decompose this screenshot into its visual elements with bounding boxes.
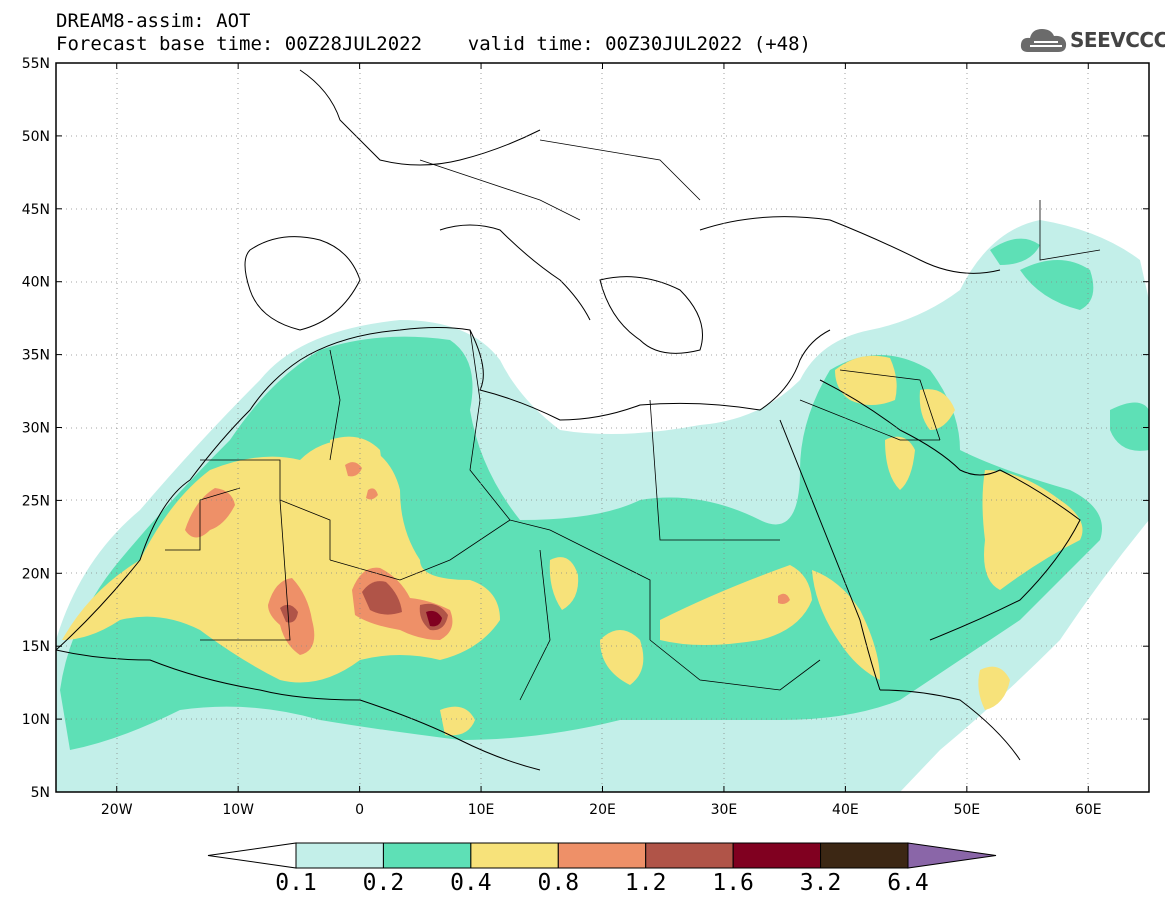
colorbar-label: 1.6 [712, 870, 754, 896]
aot-1.6-3.2-band [426, 610, 442, 627]
lon-tick-label: 60E [1075, 802, 1102, 818]
colorbar-label: 6.4 [887, 870, 929, 896]
colorbar-box [557, 842, 647, 869]
colorbar-box [820, 842, 909, 869]
lat-tick-label: 5N [31, 785, 50, 801]
colorbar-box [295, 842, 384, 869]
colorbar-box [645, 842, 734, 869]
map-title: DREAM8-assim: AOT [56, 10, 251, 32]
lat-tick-label: 45N [22, 202, 50, 218]
colorbar-box [732, 842, 822, 869]
cloud-icon [1020, 29, 1067, 52]
lon-tick-label: 20W [101, 802, 133, 818]
lat-tick-label: 10N [22, 712, 50, 728]
lon-tick-label: 50E [953, 802, 980, 818]
latitude-labels: 55N 50N 45N 40N 35N 30N 25N 20N 15N 10N 5N [22, 56, 50, 801]
graticule [56, 63, 1149, 792]
colorbar-label: 1.2 [624, 870, 667, 896]
lon-tick-label: 30E [711, 802, 738, 818]
aot-field [56, 220, 1149, 792]
lat-tick-label: 55N [22, 56, 50, 72]
lon-tick-label: 10E [468, 802, 495, 818]
colorbar-label: 0.4 [450, 870, 492, 896]
logo-text: SEEVCCC [1070, 28, 1165, 52]
lat-tick-label: 35N [22, 348, 50, 364]
lat-tick-label: 15N [22, 639, 50, 655]
coastlines [56, 69, 1081, 771]
lat-tick-label: 30N [22, 421, 50, 437]
aot-1.2-1.6-band [280, 581, 448, 631]
colorbar-labels: 0.1 0.2 0.4 0.8 1.2 1.6 3.2 6.4 [0, 870, 1165, 900]
lon-tick-label: 40E [832, 802, 859, 818]
colorbar-low-triangle [207, 842, 297, 869]
colorbar-label: 0.8 [537, 870, 580, 896]
seevccc-logo: SEEVCCC [1018, 22, 1165, 58]
colorbar-box [382, 842, 472, 869]
lat-tick-label: 20N [22, 566, 50, 582]
lat-tick-label: 40N [22, 275, 50, 291]
lat-tick-label: 50N [22, 129, 50, 145]
colorbar-box [470, 842, 559, 869]
colorbar-high-triangle [907, 842, 997, 869]
lon-tick-label: 10W [222, 802, 254, 818]
longitude-labels: 20W 10W 0 10E 20E 30E 40E 50E 60E [101, 802, 1102, 818]
lat-tick-label: 25N [22, 493, 50, 509]
colorbar [207, 842, 997, 869]
colorbar-label: 0.1 [275, 870, 317, 896]
forecast-time-line: Forecast base time: 00Z28JUL2022 valid t… [56, 33, 811, 55]
country-borders [165, 139, 1101, 701]
colorbar-label: 3.2 [799, 870, 842, 896]
axis-ticks [56, 62, 1149, 793]
lon-tick-label: 20E [589, 802, 616, 818]
colorbar-label: 0.2 [362, 870, 405, 896]
lon-tick-label: 0 [355, 802, 364, 818]
